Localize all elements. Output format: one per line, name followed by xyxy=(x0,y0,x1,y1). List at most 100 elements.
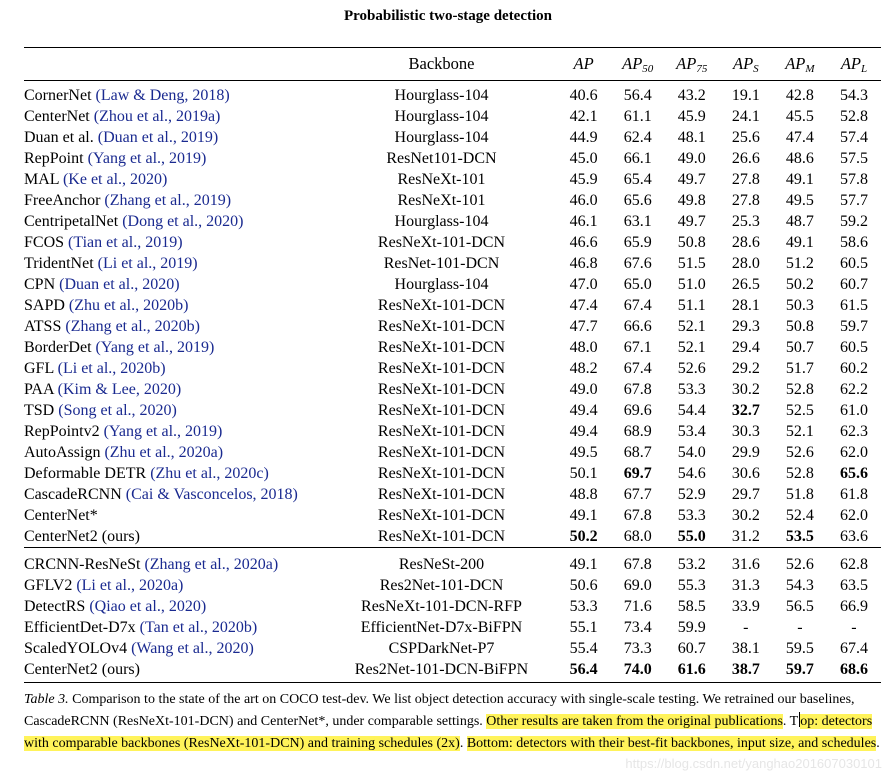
ap50-value: 65.4 xyxy=(623,171,652,188)
apm-value: 59.5 xyxy=(785,640,814,657)
ap75-value: 48.1 xyxy=(677,129,706,146)
citation-link[interactable]: (Li et al., 2020a) xyxy=(76,577,184,594)
apm-value: 49.1 xyxy=(785,234,814,251)
citation-link[interactable]: (Li et al., 2019) xyxy=(97,255,198,272)
aps-value: 29.3 xyxy=(731,318,760,335)
aps-column-header: APS xyxy=(718,47,773,81)
ap75-value: 55.3 xyxy=(677,577,706,594)
backbone-cell: ResNeXt-101-DCN xyxy=(377,381,506,398)
method-cell: CentripetalNet (Dong et al., 2020) xyxy=(24,211,326,232)
citation-link[interactable]: (Qiao et al., 2020) xyxy=(89,598,207,615)
ap75-value: 55.0 xyxy=(677,528,706,545)
ap50-value: 65.9 xyxy=(623,234,652,251)
citation-link[interactable]: (Zhang et al., 2020b) xyxy=(65,318,200,335)
ap50-value: 65.0 xyxy=(623,276,652,293)
apl-value: 52.8 xyxy=(839,108,868,125)
method-cell: CascadeRCNN (Cai & Vasconcelos, 2018) xyxy=(24,484,326,505)
highlighted-caption-text: Bottom: detectors with their best-fit ba… xyxy=(466,736,877,751)
ap75-value: 54.0 xyxy=(677,444,706,461)
backbone-cell: ResNeXt-101-DCN xyxy=(377,423,506,440)
apm-value: 51.2 xyxy=(785,255,814,272)
citation-link[interactable]: (Zhu et al., 2020a) xyxy=(104,444,224,461)
apl-value: 59.7 xyxy=(839,318,868,335)
ap75-value: 53.2 xyxy=(664,547,719,575)
apm-value: 48.6 xyxy=(785,150,814,167)
ap-value: 55.1 xyxy=(569,619,598,636)
backbone-cell: Hourglass-104 xyxy=(394,87,489,104)
citation-link[interactable]: (Zhou et al., 2019a) xyxy=(93,108,221,125)
ap75-value: 49.8 xyxy=(677,192,706,209)
citation-link[interactable]: (Zhu et al., 2020b) xyxy=(68,297,189,314)
backbone-cell: ResNeXt-101-DCN xyxy=(377,234,506,251)
method-cell: CRCNN-ResNeSt (Zhang et al., 2020a) xyxy=(24,547,327,575)
backbone-cell: EfficientNet-D7x-BiFPN xyxy=(360,619,523,636)
citation-link[interactable]: (Zhu et al., 2020c) xyxy=(150,465,269,482)
aps-value: 31.6 xyxy=(718,547,773,575)
backbone-cell: ResNeSt-200 xyxy=(326,547,557,575)
ap75-value: 51.1 xyxy=(677,297,706,314)
aps-value: 27.8 xyxy=(731,192,760,209)
citation-link[interactable]: (Dong et al., 2020) xyxy=(122,213,244,230)
apm-value: 52.1 xyxy=(785,423,814,440)
citation-link[interactable]: (Cai & Vasconcelos, 2018) xyxy=(125,486,298,503)
apl-value: 60.7 xyxy=(839,276,868,293)
aps-value: 26.5 xyxy=(731,276,760,293)
citation-link[interactable]: (Ke et al., 2020) xyxy=(62,171,168,188)
aps-value: 24.1 xyxy=(731,108,760,125)
ap50-value: 67.4 xyxy=(623,360,652,377)
table-row: FCOS (Tian et al., 2019) ResNeXt-101-DCN 4… xyxy=(24,232,881,253)
backbone-cell: ResNeXt-101-DCN xyxy=(377,318,506,335)
ap-value: 48.8 xyxy=(569,486,598,503)
citation-link[interactable]: (Kim & Lee, 2020) xyxy=(57,381,182,398)
citation-link[interactable]: (Tian et al., 2019) xyxy=(68,234,183,251)
apm-value: 49.5 xyxy=(785,192,814,209)
citation-link[interactable]: (Tan et al., 2020b) xyxy=(139,619,258,636)
method-name: FCOS xyxy=(24,234,65,251)
apl-value: 63.6 xyxy=(839,528,868,545)
ap75-value: 53.4 xyxy=(677,423,706,440)
backbone-cell: Res2Net-101-DCN xyxy=(379,577,504,594)
ap-value: 50.2 xyxy=(569,528,598,545)
citation-link[interactable]: (Yang et al., 2019) xyxy=(87,150,207,167)
backbone-cell: ResNet-101-DCN xyxy=(383,255,500,272)
table-header: Backbone AP AP50 AP75 APS APM APL xyxy=(24,47,881,81)
ap50-value: 65.6 xyxy=(623,192,652,209)
citation-link[interactable]: (Yang et al., 2019) xyxy=(103,423,223,440)
citation-link[interactable]: (Duan et al., 2020) xyxy=(59,276,180,293)
aps-value: 30.6 xyxy=(731,465,760,482)
citation-link[interactable]: (Law & Deng, 2018) xyxy=(95,87,230,104)
method-name: CentripetalNet xyxy=(24,213,119,230)
ap50-value: 69.7 xyxy=(623,465,652,482)
apm-value: 53.5 xyxy=(785,528,814,545)
apl-value: 62.0 xyxy=(839,507,868,524)
apm-value: 52.5 xyxy=(785,402,814,419)
table-row: Duan et al. (Duan et al., 2019) Hourglass… xyxy=(24,127,881,148)
citation-link[interactable]: (Song et al., 2020) xyxy=(58,402,177,419)
method-name: SAPD xyxy=(24,297,65,314)
aps-value: 29.4 xyxy=(731,339,760,356)
method-name: BorderDet xyxy=(24,339,92,356)
backbone-cell: Hourglass-104 xyxy=(394,276,489,293)
apm-value: 52.4 xyxy=(785,507,814,524)
citation-link[interactable]: (Zhang et al., 2019) xyxy=(104,192,232,209)
method-name: GFLV2 xyxy=(24,577,73,594)
citation-link[interactable]: (Li et al., 2020b) xyxy=(57,360,166,377)
caption-text: . T xyxy=(782,714,799,729)
ap-value: 46.1 xyxy=(569,213,598,230)
method-cell: PAA (Kim & Lee, 2020) xyxy=(24,379,326,400)
aps-value: 30.2 xyxy=(731,381,760,398)
ap75-value: 45.9 xyxy=(677,108,706,125)
citation-link[interactable]: (Zhang et al., 2020a) xyxy=(144,556,279,573)
method-cell: CenterNet* xyxy=(24,505,326,526)
apl-value: 67.4 xyxy=(839,640,868,657)
method-name: AutoAssign xyxy=(24,444,101,461)
aps-value: 29.7 xyxy=(731,486,760,503)
ap-value: 49.0 xyxy=(569,381,598,398)
method-name: CenterNet* xyxy=(24,507,98,524)
backbone-cell: Hourglass-104 xyxy=(394,129,489,146)
citation-link[interactable]: (Wang et al., 2020) xyxy=(131,640,254,657)
citation-link[interactable]: (Duan et al., 2019) xyxy=(97,129,219,146)
citation-link[interactable]: (Yang et al., 2019) xyxy=(95,339,215,356)
ap50-value: 63.1 xyxy=(623,213,652,230)
